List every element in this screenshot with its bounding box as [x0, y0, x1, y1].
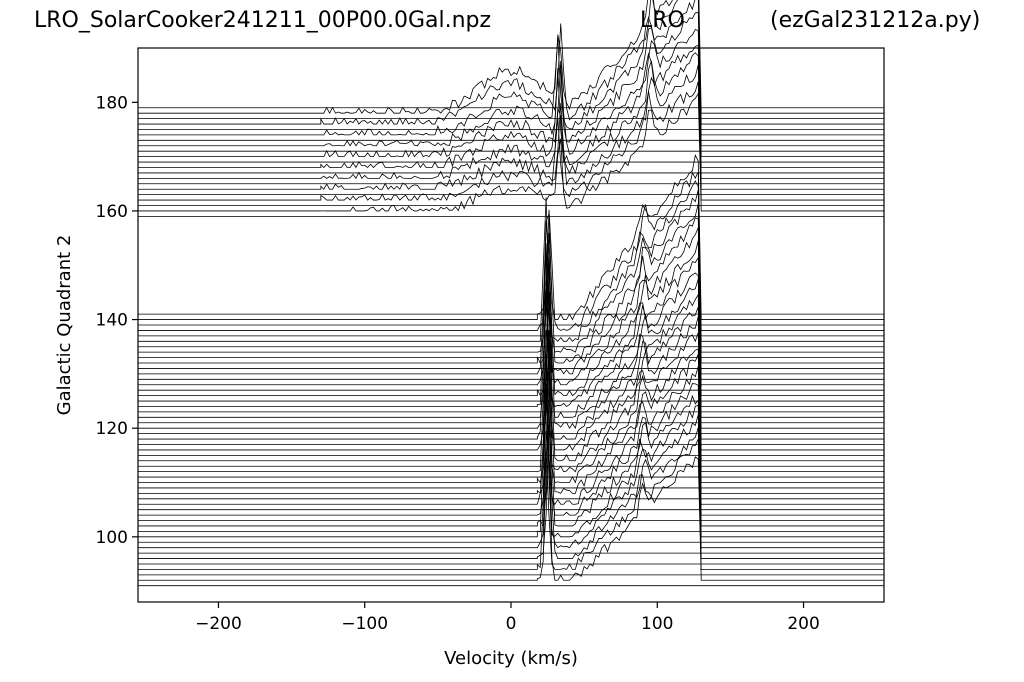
lower-trace [138, 423, 884, 560]
lower-trace [138, 203, 884, 364]
x-tick-label: 200 [787, 614, 819, 634]
lower-trace [138, 285, 884, 440]
lower-trace [138, 189, 884, 353]
lower-trace [138, 316, 884, 462]
upper-trace [138, 44, 884, 169]
y-tick-label: 100 [96, 528, 128, 548]
upper-trace [138, 92, 884, 212]
upper-trace [138, 64, 884, 190]
y-axis-label: Galactic Quadrant 2 [54, 235, 75, 416]
lower-trace [138, 348, 884, 484]
upper-trace [138, 0, 884, 115]
upper-trace [138, 0, 884, 125]
lower-trace [138, 383, 884, 516]
x-axis: −200 −100 0 100 200 [195, 602, 820, 634]
lower-trace [138, 371, 884, 528]
lower-trace [138, 154, 884, 321]
header-right-title: (ezGal231212a.py) [770, 8, 981, 33]
lower-trace [138, 438, 884, 570]
x-tick-label: 100 [641, 614, 673, 634]
lower-trace [138, 355, 884, 506]
x-tick-label: −100 [341, 614, 388, 634]
upper-trace [138, 0, 884, 136]
lower-trace [138, 227, 884, 387]
upper-trace [138, 11, 884, 147]
upper-trace [138, 81, 884, 201]
lower-trace [138, 253, 884, 407]
lower-trace [138, 240, 884, 397]
lower-trace [138, 337, 884, 495]
upper-trace [138, 52, 884, 180]
lower-trace [138, 171, 884, 331]
lower-trace [138, 456, 884, 581]
y-tick-label: 180 [96, 93, 128, 113]
trace-group [138, 0, 884, 587]
y-axis: 100 120 140 160 180 [96, 93, 138, 548]
lower-trace [138, 306, 884, 451]
header-left-title: LRO_SolarCooker241211_00P00.0Gal.npz [34, 8, 492, 33]
lower-trace [138, 414, 884, 549]
lower-trace [138, 217, 884, 375]
y-tick-label: 160 [96, 202, 128, 222]
y-tick-label: 140 [96, 311, 128, 331]
y-tick-label: 120 [96, 419, 128, 439]
x-axis-label: Velocity (km/s) [444, 648, 578, 669]
lower-trace [138, 383, 884, 538]
upper-trace [138, 28, 884, 158]
lower-trace [138, 279, 884, 430]
lower-trace [138, 332, 884, 473]
x-tick-label: −200 [195, 614, 242, 634]
lower-trace [138, 272, 884, 418]
x-tick-label: 0 [506, 614, 517, 634]
